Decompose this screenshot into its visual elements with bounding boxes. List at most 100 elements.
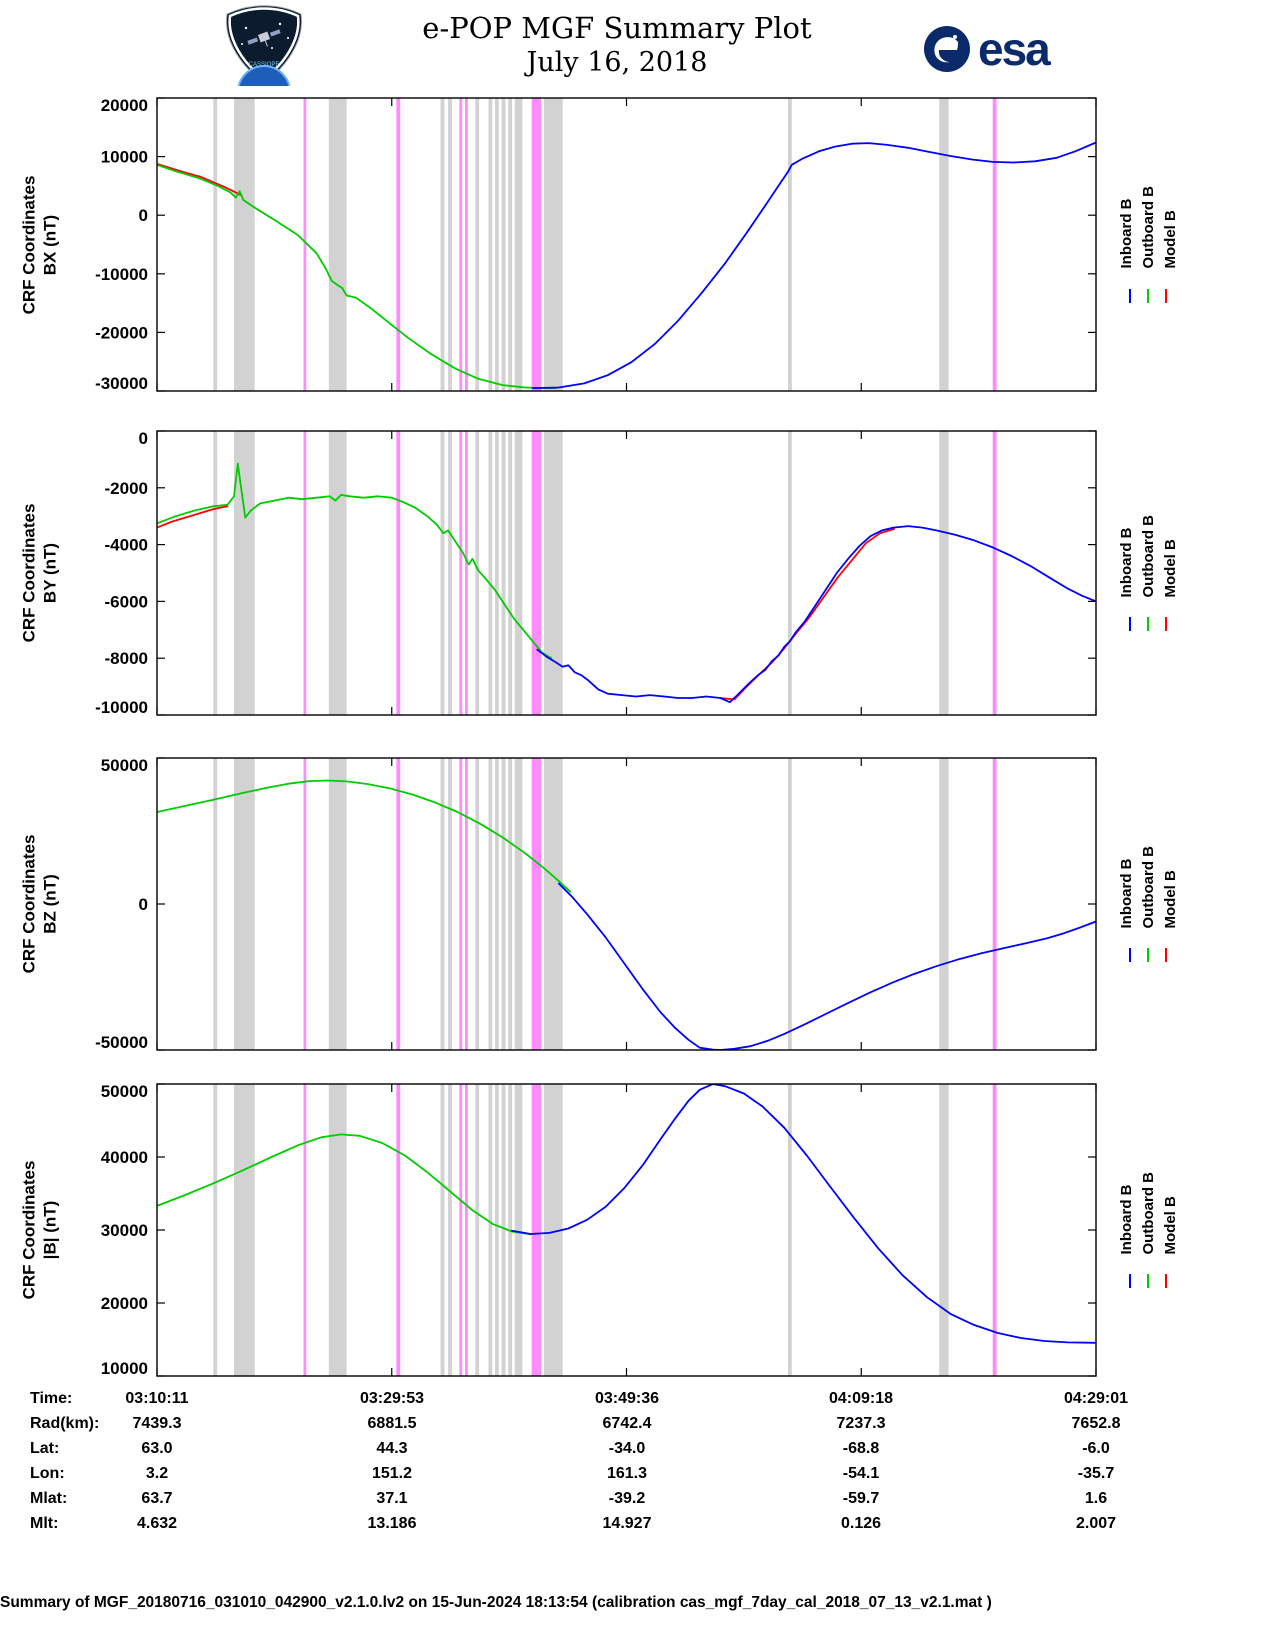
svg-text:20000: 20000 [101, 97, 148, 115]
lat-value: 63.0 [141, 1440, 173, 1457]
svg-text:-30000: -30000 [95, 374, 148, 392]
mlt-row-label: Mlt: [30, 1515, 59, 1532]
svg-text:0: 0 [139, 430, 148, 448]
legend-model-label: Model B [1161, 210, 1179, 269]
legend-outboard-label: Outboard B [1139, 186, 1157, 269]
btotal-panel: CRF Coordinates |B| (nT) 50000 40000 30000… [0, 1083, 1275, 1377]
table-row: Lat: 63.0 44.3 -34.0 -68.8 -6.0 [0, 1440, 1275, 1465]
lon-row-label: Lon: [30, 1465, 65, 1482]
title-line2: July 16, 2018 [526, 47, 708, 78]
svg-text:0: 0 [139, 206, 148, 225]
mlt-value: 0.126 [840, 1515, 882, 1532]
bz-plot: 50000 0 -50000 [95, 757, 1097, 1051]
legend-outboard-label: Outboard B [1139, 845, 1157, 929]
legend-model-label: Model B [1161, 1195, 1179, 1255]
mlt-value: 4.632 [136, 1515, 178, 1532]
esa-wordmark: esa [978, 23, 1051, 75]
outboard-line-swatch [1147, 288, 1149, 303]
table-row: Mlt: 4.632 13.186 14.927 0.126 2.007 [0, 1515, 1275, 1540]
lat-value: -68.8 [842, 1440, 880, 1457]
legend-inboard-label: Inboard B [1117, 198, 1135, 269]
page-title: e-POP MGF Summary Plot July 16, 2018 [337, 10, 897, 80]
rad-value: 6742.4 [602, 1415, 652, 1432]
svg-text:-10000: -10000 [95, 265, 148, 284]
lon-value: 151.2 [371, 1465, 413, 1482]
time-value: 03:10:11 [125, 1390, 189, 1407]
model-line-swatch [1165, 948, 1167, 963]
model-line-swatch [1165, 288, 1167, 303]
mlat-value: -39.2 [608, 1490, 646, 1507]
esa-emblem-icon [924, 26, 970, 72]
svg-text:50000: 50000 [101, 1083, 148, 1101]
outboard-line-swatch [1147, 948, 1149, 963]
svg-text:-8000: -8000 [105, 649, 148, 668]
legend-inboard-label: Inboard B [1117, 1184, 1135, 1255]
inboard-line-swatch [1129, 617, 1131, 632]
bx-plot: 20000 10000 0 -10000 -20000 -30000 [95, 97, 1097, 392]
lat-value: -34.0 [608, 1440, 646, 1457]
svg-text:20000: 20000 [101, 1294, 148, 1313]
rad-value: 6881.5 [367, 1415, 417, 1432]
lon-value: -54.1 [842, 1465, 880, 1482]
svg-text:-2000: -2000 [105, 479, 148, 498]
mlt-value: 14.927 [602, 1515, 652, 1532]
svg-text:10000: 10000 [101, 1359, 148, 1377]
by-panel: CRF Coordinates BY (nT) 0 -2000 -4000 -6000… [0, 430, 1275, 716]
legend-inboard-label: Inboard B [1117, 527, 1135, 598]
rad-row-label: Rad(km): [30, 1415, 100, 1432]
bz-panel: CRF Coordinates BZ (nT) 50000 0 -50000 Inb… [0, 757, 1275, 1051]
legend-model-label: Model B [1161, 538, 1179, 598]
lon-value: 161.3 [606, 1465, 648, 1482]
lat-value: 44.3 [376, 1440, 408, 1457]
legend-outboard-label: Outboard B [1139, 514, 1157, 598]
table-row: Time: 03:10:11 03:29:53 03:49:36 04:09:1… [0, 1390, 1275, 1415]
rad-value: 7439.3 [132, 1415, 182, 1432]
time-value: 04:09:18 [828, 1390, 894, 1407]
svg-text:-4000: -4000 [105, 536, 148, 555]
rad-value: 7237.3 [836, 1415, 886, 1432]
table-row: Lon: 3.2 151.2 161.3 -54.1 -35.7 [0, 1465, 1275, 1490]
esa-logo: esa [922, 22, 1051, 76]
table-row: Mlat: 63.7 37.1 -39.2 -59.7 1.6 [0, 1490, 1275, 1515]
model-line-swatch [1165, 617, 1167, 632]
by-plot: 0 -2000 -4000 -6000 -8000 -10000 [95, 430, 1097, 716]
outboard-line-swatch [1147, 617, 1149, 632]
bx-legend: Inboard B Outboard B Model B [1103, 97, 1193, 392]
by-legend: Inboard B Outboard B Model B [1103, 430, 1193, 716]
time-value: 03:49:36 [594, 1390, 660, 1407]
inboard-line-swatch [1129, 288, 1131, 303]
legend-outboard-label: Outboard B [1139, 1171, 1157, 1255]
svg-text:-50000: -50000 [95, 1033, 148, 1051]
cassiope-mission-patch-icon: CASSIOPE [225, 5, 303, 86]
title-line1: e-POP MGF Summary Plot [422, 11, 812, 45]
svg-text:-10000: -10000 [95, 698, 148, 716]
lat-value: -6.0 [1082, 1440, 1110, 1457]
svg-text:-6000: -6000 [105, 592, 148, 611]
svg-text:10000: 10000 [101, 148, 148, 167]
inboard-line-swatch [1129, 1274, 1131, 1289]
patch-label: CASSIOPE [249, 62, 280, 68]
table-row: Rad(km): 7439.3 6881.5 6742.4 7237.3 765… [0, 1415, 1275, 1440]
svg-text:40000: 40000 [101, 1148, 148, 1167]
mlat-value: 37.1 [376, 1490, 408, 1507]
inboard-line-swatch [1129, 948, 1131, 963]
legend-inboard-label: Inboard B [1117, 858, 1135, 929]
bz-legend: Inboard B Outboard B Model B [1103, 757, 1193, 1051]
mlt-value: 13.186 [367, 1515, 417, 1532]
svg-text:-20000: -20000 [95, 323, 148, 342]
lon-value: -35.7 [1077, 1465, 1115, 1482]
mlat-row-label: Mlat: [30, 1490, 68, 1507]
btotal-legend: Inboard B Outboard B Model B [1103, 1083, 1193, 1377]
svg-text:50000: 50000 [101, 757, 148, 775]
time-value: 03:29:53 [359, 1390, 425, 1407]
legend-model-label: Model B [1161, 869, 1179, 929]
svg-text:0: 0 [139, 895, 148, 914]
model-line-swatch [1165, 1274, 1167, 1289]
outboard-line-swatch [1147, 1274, 1149, 1289]
time-value: 04:29:01 [1063, 1390, 1129, 1407]
mlat-value: -59.7 [842, 1490, 880, 1507]
mlt-value: 2.007 [1075, 1515, 1117, 1532]
svg-text:30000: 30000 [101, 1221, 148, 1240]
lon-value: 3.2 [145, 1465, 169, 1482]
